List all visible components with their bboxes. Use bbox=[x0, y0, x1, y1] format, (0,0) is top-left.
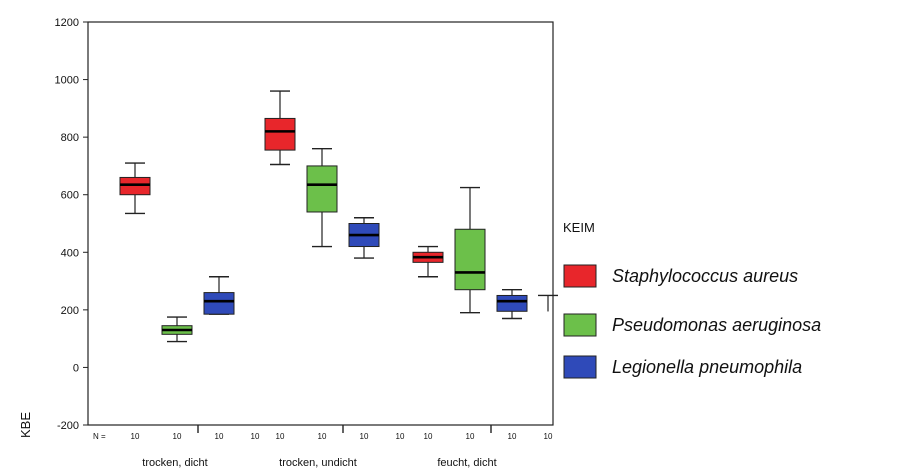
y-tick-label: 400 bbox=[61, 247, 79, 259]
n-label-extra: 10 bbox=[396, 432, 405, 441]
n-label: 10 bbox=[466, 432, 475, 441]
y-axis: -200 0 200 400 600 800 1000 1200 bbox=[55, 17, 88, 432]
y-tick-label: 1200 bbox=[55, 17, 79, 29]
box-iqr bbox=[119, 176, 151, 196]
legend-entry: Pseudomonas aeruginosa bbox=[612, 315, 821, 335]
box-iqr bbox=[306, 165, 338, 213]
category-label: trocken, dicht bbox=[142, 457, 207, 469]
box-iqr bbox=[496, 294, 528, 312]
n-label: 10 bbox=[215, 432, 224, 441]
box-pseudomonas-aeruginosa bbox=[454, 186, 486, 314]
n-label: 10 bbox=[318, 432, 327, 441]
n-prefix-label: N = bbox=[93, 432, 106, 441]
y-axis-label: KBE bbox=[18, 412, 33, 438]
box-legionella-pneumophila bbox=[203, 276, 235, 315]
category-label: trocken, undicht bbox=[279, 457, 357, 469]
y-tick-label: 200 bbox=[61, 305, 79, 317]
box-iqr bbox=[264, 117, 296, 151]
box-staphylococcus-aureus bbox=[264, 90, 296, 166]
n-label: 10 bbox=[424, 432, 433, 441]
box-pseudomonas-aeruginosa bbox=[306, 147, 338, 248]
n-label: 10 bbox=[508, 432, 517, 441]
box-iqr bbox=[203, 292, 235, 315]
legend-title: KEIM bbox=[563, 220, 595, 235]
legend-swatch bbox=[563, 264, 597, 288]
n-label-extra: 10 bbox=[544, 432, 553, 441]
n-label: 10 bbox=[360, 432, 369, 441]
legend: Staphylococcus aureus Pseudomonas aerugin… bbox=[563, 264, 821, 379]
y-tick-label: 800 bbox=[61, 132, 79, 144]
box-staphylococcus-aureus bbox=[412, 245, 444, 278]
n-label-extra: 10 bbox=[251, 432, 260, 441]
sample-size-row: N = 10 10 10 10 10 10 10 10 10 10 10 10 bbox=[93, 425, 553, 441]
plot-frame bbox=[87, 21, 554, 426]
n-label: 10 bbox=[131, 432, 140, 441]
legend-entry: Staphylococcus aureus bbox=[612, 266, 798, 286]
legend-entry: Legionella pneumophila bbox=[612, 357, 802, 377]
box-pseudomonas-aeruginosa bbox=[161, 316, 193, 343]
box-iqr bbox=[454, 228, 486, 291]
box-legionella-pneumophila bbox=[348, 217, 380, 259]
y-tick-label: -200 bbox=[57, 420, 79, 432]
box-legionella-pneumophila bbox=[496, 289, 528, 320]
category-labels: trocken, dicht trocken, undicht feucht, di… bbox=[142, 457, 496, 469]
y-tick-label: 600 bbox=[61, 190, 79, 202]
box-group bbox=[119, 90, 558, 343]
y-tick-label: 0 bbox=[73, 362, 79, 374]
category-label: feucht, dicht bbox=[437, 457, 496, 469]
n-label: 10 bbox=[276, 432, 285, 441]
box-staphylococcus-aureus bbox=[119, 162, 151, 215]
y-tick-label: 1000 bbox=[55, 75, 79, 87]
n-label: 10 bbox=[173, 432, 182, 441]
legend-swatch bbox=[563, 313, 597, 337]
legend-swatch bbox=[563, 355, 597, 379]
